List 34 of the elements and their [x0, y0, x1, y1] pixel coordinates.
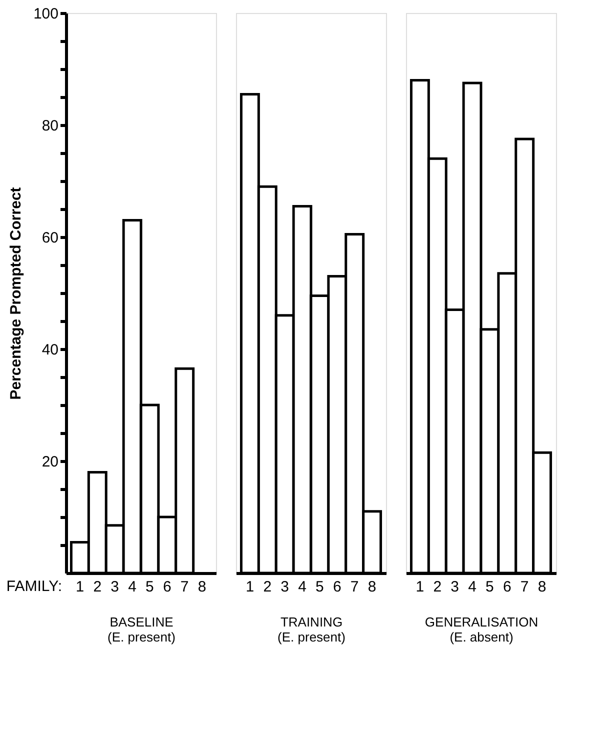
x-tick-label: 2: [433, 578, 442, 596]
x-tick-label: 7: [520, 578, 529, 596]
x-tick-label: 8: [198, 578, 206, 596]
x-tick-label: 1: [246, 578, 254, 596]
x-tick-label: 5: [146, 578, 154, 596]
y-tick-label: 80: [42, 118, 58, 134]
y-tick-label: 60: [42, 230, 58, 246]
x-tick-label: 6: [332, 578, 342, 596]
x-tick-label: 7: [180, 578, 189, 596]
x-tick-label: 5: [486, 578, 494, 596]
y-axis-title: Percentage Prompted Correct: [7, 187, 24, 400]
x-tick-label: 1: [416, 578, 424, 596]
x-tick-label: 7: [350, 578, 359, 596]
x-tick-label: 4: [468, 578, 476, 596]
x-axis-title: TRAINING (E. present): [278, 614, 346, 644]
x-axis-title: GENERALISATION (E. absent): [424, 614, 538, 644]
y-tick-label: 100: [33, 6, 58, 22]
x-tick-label: 6: [162, 578, 172, 596]
x-tick-label: 5: [316, 578, 324, 596]
x-tick-label: 1: [76, 578, 84, 596]
x-tick-label: 2: [93, 578, 102, 596]
x-tick-label: 8: [538, 578, 546, 596]
x-tick-label: 4: [298, 578, 306, 596]
x-tick-label: 3: [280, 578, 290, 596]
x-tick-label: 4: [128, 578, 136, 596]
y-tick-label: 20: [42, 454, 58, 470]
x-tick-label: 6: [502, 578, 512, 596]
x-tick-label: 3: [110, 578, 120, 596]
text: FAMILY:: [6, 578, 62, 595]
x-tick-label: 3: [450, 578, 460, 596]
x-axis-title: BASELINE (E. present): [108, 614, 176, 644]
y-tick-label: 40: [42, 342, 58, 358]
x-tick-label: 2: [263, 578, 272, 596]
x-tick-label: 8: [368, 578, 376, 596]
